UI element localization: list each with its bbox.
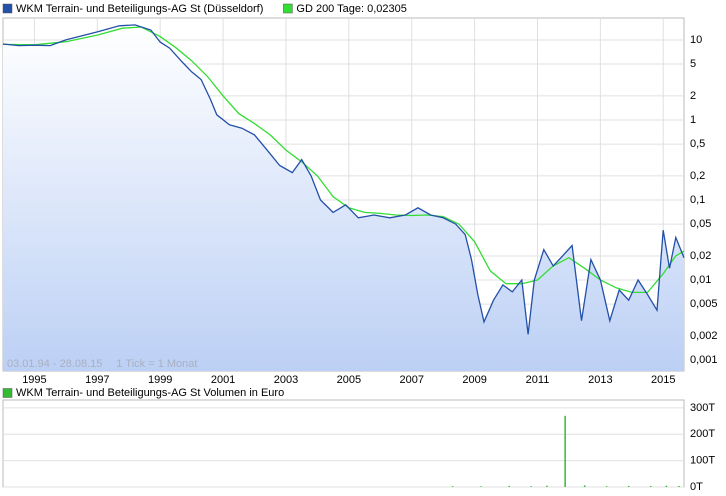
y-tick-label: 0T <box>690 481 703 493</box>
volume-bar <box>665 485 668 487</box>
legend-swatch <box>2 3 13 14</box>
x-tick-label: 1997 <box>85 374 109 386</box>
x-tick-label: 1999 <box>148 374 172 386</box>
y-tick-label: 0,05 <box>690 218 711 230</box>
x-tick-label: 2013 <box>588 374 612 386</box>
legend-label: WKM Terrain- und Beteiligungs-AG St Volu… <box>16 387 284 399</box>
volume-bar <box>627 485 630 487</box>
x-tick-label: 2011 <box>526 374 550 386</box>
price-line <box>2 26 685 294</box>
annotation: 1 Tick = 1 Monat <box>116 358 197 370</box>
legend-label: GD 200 Tage: 0,02305 <box>296 3 407 15</box>
volume-bar <box>649 486 652 487</box>
y-tick-label: 100T <box>690 455 715 467</box>
x-tick-label: 2009 <box>462 374 486 386</box>
x-tick-label: 2015 <box>651 374 675 386</box>
x-tick-label: 2005 <box>337 374 361 386</box>
y-tick-label: 0,001 <box>690 354 718 366</box>
area-fill <box>3 24 684 372</box>
y-tick-label: 0,002 <box>690 330 718 342</box>
y-tick-label: 0,5 <box>690 138 705 150</box>
y-tick-label: 10 <box>690 34 702 46</box>
volume-bar <box>583 485 586 487</box>
y-tick-label: 0,01 <box>690 274 711 286</box>
volume-frame <box>2 399 685 488</box>
price-line <box>2 24 685 335</box>
y-tick-label: 0,2 <box>690 170 705 182</box>
volume-bar <box>451 486 454 487</box>
x-tick-label: 2001 <box>211 374 235 386</box>
annotation: 03.01.94 - 28.08.15 <box>7 358 102 370</box>
y-tick-label: 0,005 <box>690 298 718 310</box>
y-tick-label: 2 <box>690 90 696 102</box>
legend-swatch <box>283 3 293 14</box>
volume-bar <box>678 485 680 487</box>
volume-bar <box>480 486 482 487</box>
volume-bar <box>508 485 510 487</box>
y-tick-label: 5 <box>690 58 696 70</box>
x-tick-label: 2007 <box>399 374 423 386</box>
volume-bar <box>564 415 566 487</box>
volume-bar <box>530 486 532 487</box>
volume-bar <box>605 486 608 487</box>
x-tick-label: 1995 <box>22 374 46 386</box>
y-tick-label: 300T <box>690 402 715 414</box>
y-tick-label: 0,02 <box>690 250 711 262</box>
legend-label: WKM Terrain- und Beteiligungs-AG St (Düs… <box>16 3 263 15</box>
y-tick-label: 0,1 <box>690 194 705 206</box>
legend-swatch <box>2 388 13 398</box>
volume-bar <box>546 485 548 487</box>
y-tick-label: 200T <box>690 428 715 440</box>
x-tick-label: 2003 <box>274 374 298 386</box>
y-tick-label: 1 <box>690 114 696 126</box>
